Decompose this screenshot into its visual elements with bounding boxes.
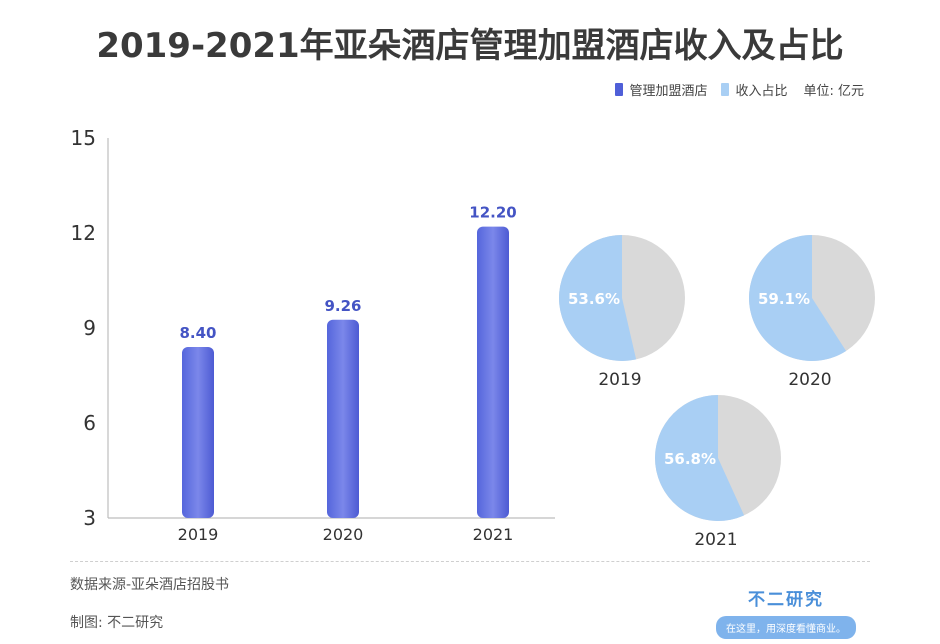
bar-data-label: 12.20 xyxy=(469,204,516,222)
y-tick-label: 3 xyxy=(83,506,96,530)
bar-data-label: 8.40 xyxy=(179,324,216,342)
pie-slice-share xyxy=(655,395,745,521)
y-tick-label: 6 xyxy=(83,411,96,435)
pie-value-label: 53.6% xyxy=(568,290,620,308)
legend-item-hotel: 管理加盟酒店 xyxy=(615,80,707,99)
pie-year-label: 2019 xyxy=(598,370,641,390)
bar-chart: 3 6 9 12 15 8.40 2019 9.26 2020 12.20 2021 xyxy=(71,126,555,544)
chart-maker: 制图: 不二研究 xyxy=(70,615,164,631)
pie-slice-share xyxy=(559,235,637,361)
data-source: 数据来源-亚朵酒店招股书 xyxy=(70,577,230,593)
unit-label: 单位: 亿元 xyxy=(803,84,864,99)
pie-value-label: 56.8% xyxy=(664,450,716,468)
pie-year-label: 2020 xyxy=(788,370,831,390)
brand-logo: 不二研究 在这里，用深度看懂商业。 xyxy=(706,585,866,639)
legend-item-share: 收入占比 xyxy=(721,80,787,99)
bar-data-label: 9.26 xyxy=(324,297,361,315)
brand-slogan: 在这里，用深度看懂商业。 xyxy=(716,616,856,639)
legend: 管理加盟酒店 收入占比 单位: 亿元 xyxy=(615,80,864,99)
y-tick-label: 15 xyxy=(71,126,96,150)
legend-swatch-share xyxy=(721,83,730,96)
x-tick-label: 2019 xyxy=(178,525,219,544)
pie-value-label: 59.1% xyxy=(758,290,810,308)
y-tick-label: 9 xyxy=(83,316,96,340)
pie-slice-share xyxy=(749,235,847,361)
bar-2021 xyxy=(477,226,509,518)
bar-2019 xyxy=(182,347,214,518)
pie-2020: 59.1% 2020 xyxy=(749,235,875,390)
bar-2020 xyxy=(327,319,359,518)
pie-2019: 53.6% 2019 xyxy=(559,235,685,390)
x-tick-label: 2020 xyxy=(323,525,364,544)
legend-label-share: 收入占比 xyxy=(735,84,788,99)
brand-name: 不二研究 xyxy=(748,590,824,610)
legend-label-hotel: 管理加盟酒店 xyxy=(629,84,708,99)
chart-title: 2019-2021年亚朵酒店管理加盟酒店收入及占比 xyxy=(96,26,844,66)
legend-swatch-hotel xyxy=(615,83,624,96)
x-tick-label: 2021 xyxy=(473,525,514,544)
pie-charts: 53.6% 2019 59.1% 2020 56.8% 2021 xyxy=(559,235,875,550)
footer-divider xyxy=(70,561,870,562)
pie-year-label: 2021 xyxy=(694,530,737,550)
pie-2021: 56.8% 2021 xyxy=(655,395,781,550)
y-tick-label: 12 xyxy=(71,221,96,245)
